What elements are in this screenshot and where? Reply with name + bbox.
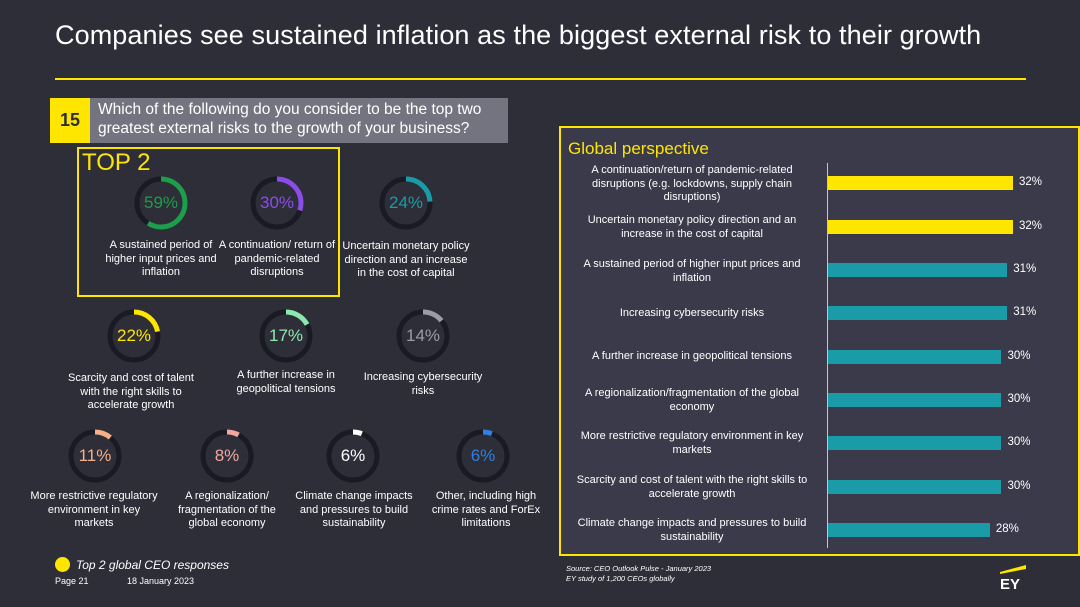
bar-value-label: 32% <box>1019 220 1043 232</box>
study-note: EY study of 1,200 CEOs globally <box>566 574 675 583</box>
donut-arc <box>134 176 188 230</box>
donut-label: A continuation/ return of pandemic-relat… <box>218 239 336 278</box>
donut-label: Climate change impacts and pressures to … <box>295 490 413 529</box>
bar <box>828 350 1002 364</box>
bar-value-label: 31% <box>1013 263 1037 275</box>
top2-highlight-box <box>77 147 340 297</box>
donut-label: A regionalization/ fragmentation of the … <box>178 490 276 529</box>
bar-value-label: 30% <box>1007 436 1031 448</box>
bar-category-label: Climate change impacts and pressures to … <box>577 517 807 543</box>
donut-percent: 24% <box>388 193 424 212</box>
report-date: 18 January 2023 <box>127 576 195 586</box>
donut-label: A further increase in geopolitical tensi… <box>236 369 336 395</box>
bar <box>828 436 1002 450</box>
donut-percent: 11% <box>78 446 112 465</box>
bar-category-label: Increasing cybersecurity risks <box>619 307 765 319</box>
donut-percent: 8% <box>214 446 240 465</box>
donut-4: 22% <box>104 306 164 366</box>
donut-arc <box>200 429 254 483</box>
donut-percent: 22% <box>116 326 152 345</box>
bar-category-label: A continuation/return of pandemic-relate… <box>591 164 793 203</box>
bar-category-label: A sustained period of higher input price… <box>583 258 801 284</box>
donut-2: 30% <box>247 173 307 233</box>
donut-percent: 6% <box>340 446 366 465</box>
source-note: Source: CEO Outlook Pulse - January 2023 <box>566 564 712 573</box>
bar <box>828 480 1002 494</box>
donut-label: A sustained period of higher input price… <box>105 239 217 278</box>
donut-label: Increasing cybersecurity risks <box>363 371 483 397</box>
top2-label: TOP 2 <box>82 149 151 176</box>
bar <box>828 176 1013 190</box>
bar-category-label: A further increase in geopolitical tensi… <box>592 350 792 362</box>
donut-percent: 59% <box>143 193 179 212</box>
svg-text:EY: EY <box>1000 576 1020 592</box>
donut-1: 59% <box>131 173 191 233</box>
donut-10: 6% <box>453 426 513 486</box>
donut-arc <box>379 176 433 230</box>
bar-value-label: 30% <box>1007 480 1031 492</box>
donut-6: 14% <box>393 306 453 366</box>
bar-value-label: 30% <box>1007 350 1031 362</box>
donut-9: 6% <box>323 426 383 486</box>
bar-value-label: 31% <box>1013 306 1037 318</box>
bar <box>828 393 1002 407</box>
donut-percent: 14% <box>405 326 441 345</box>
donut-percent: 6% <box>470 446 496 465</box>
bar-value-label: 28% <box>995 523 1019 535</box>
donut-7: 11% <box>65 426 125 486</box>
bar-category-label: Uncertain monetary policy direction and … <box>587 214 797 240</box>
legend-label: Top 2 global CEO responses <box>76 558 229 572</box>
donut-arc <box>107 309 161 363</box>
donut-arc <box>396 309 450 363</box>
donut-arc <box>456 429 510 483</box>
title-divider <box>55 78 1026 80</box>
bar-value-label: 32% <box>1019 176 1043 188</box>
question-text: Which of the following do you consider t… <box>90 98 508 143</box>
page-number: Page 21 <box>55 576 89 586</box>
bar <box>828 523 990 537</box>
bar <box>828 306 1008 320</box>
bar <box>828 220 1013 234</box>
donut-8: 8% <box>197 426 257 486</box>
donut-label: Uncertain monetary policy direction and … <box>342 240 470 279</box>
donut-arc <box>68 429 122 483</box>
donut-percent: 30% <box>259 193 295 212</box>
ey-logo: EY <box>1000 565 1026 592</box>
bar <box>828 263 1008 277</box>
donut-5: 17% <box>256 306 316 366</box>
donut-percent: 17% <box>268 326 304 345</box>
donut-label: Scarcity and cost of talent with the rig… <box>68 372 194 411</box>
bar-category-label: More restrictive regulatory environment … <box>580 430 804 456</box>
legend-marker <box>55 557 70 572</box>
donut-arc <box>326 429 380 483</box>
page-title: Companies see sustained inflation as the… <box>55 20 982 50</box>
donut-label: More restrictive regulatory environment … <box>30 490 158 529</box>
donut-arc <box>250 176 304 230</box>
bar-value-label: 30% <box>1007 393 1031 405</box>
global-perspective-title: Global perspective <box>568 139 709 158</box>
bar-category-label: Scarcity and cost of talent with the rig… <box>576 474 808 500</box>
question-number-badge: 15 <box>50 98 90 143</box>
donut-3: 24% <box>376 173 436 233</box>
donut-label: Other, including high crime rates and Fo… <box>431 490 541 529</box>
donut-arc <box>259 309 313 363</box>
bar-category-label: A regionalization/fragmentation of the g… <box>584 387 800 413</box>
bar-chart-axis <box>827 163 828 548</box>
